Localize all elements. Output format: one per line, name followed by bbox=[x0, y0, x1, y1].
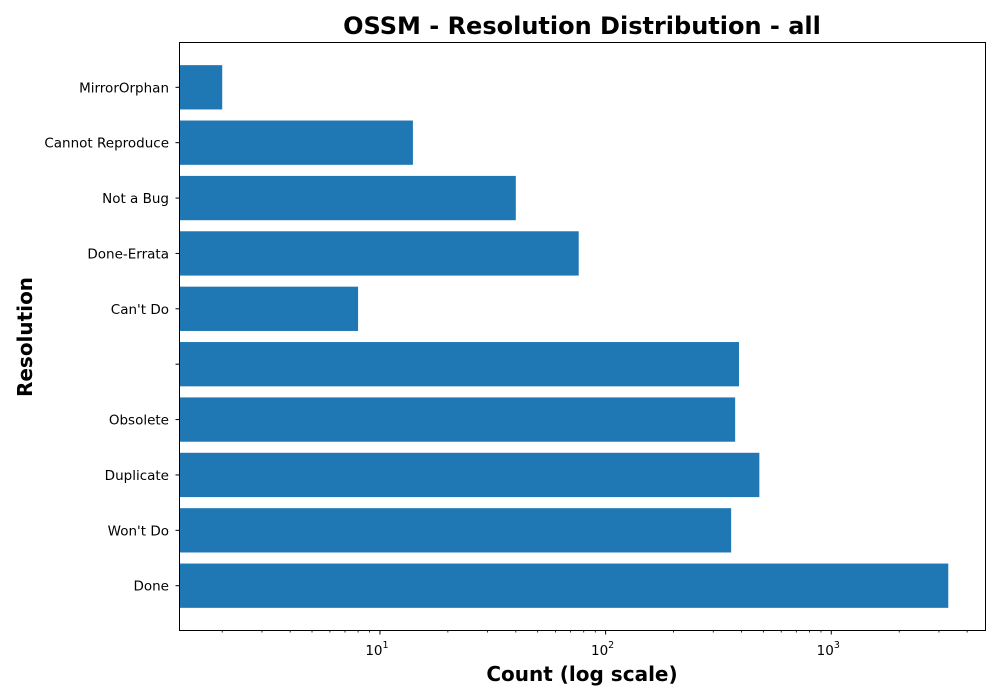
y-tick-label: Done-Errata bbox=[87, 246, 169, 262]
bar-mirrororphan bbox=[180, 65, 223, 110]
x-tick-exponent: 1 bbox=[383, 640, 389, 651]
y-tick-label: Obsolete bbox=[109, 413, 169, 429]
bar-won-t-do bbox=[180, 508, 732, 553]
plot-frame bbox=[179, 42, 986, 631]
bar-blank bbox=[180, 342, 739, 387]
y-tick-label: Done bbox=[133, 579, 169, 595]
y-tick-label: MirrorOrphan bbox=[79, 80, 169, 96]
y-tick-label: Won't Do bbox=[108, 523, 169, 539]
bar-obsolete bbox=[180, 397, 736, 442]
x-tick-base: 10 bbox=[365, 643, 382, 659]
bar-duplicate bbox=[180, 452, 760, 498]
bar-cannot-reproduce bbox=[180, 120, 413, 165]
x-axis-ticks: 101 102 103 bbox=[221, 630, 968, 659]
y-axis-ticks: Done Won't Do Duplicate Obsolete Can't Do Don… bbox=[44, 80, 180, 595]
x-tick-label: 102 bbox=[591, 640, 614, 659]
x-tick-base: 10 bbox=[817, 643, 834, 659]
bar-not-a-bug bbox=[180, 175, 516, 221]
y-tick-label: Duplicate bbox=[105, 468, 169, 484]
bar-done-errata bbox=[180, 231, 579, 276]
x-tick-base: 10 bbox=[591, 643, 608, 659]
x-tick-label: 103 bbox=[817, 640, 840, 659]
x-tick-label: 101 bbox=[365, 640, 388, 659]
x-axis-label: Count (log scale) bbox=[486, 662, 677, 686]
x-tick-exponent: 2 bbox=[608, 640, 614, 651]
chart-title: OSSM - Resolution Distribution - all bbox=[343, 12, 821, 40]
y-tick-label: Cannot Reproduce bbox=[44, 136, 169, 152]
y-tick-label: Not a Bug bbox=[102, 191, 169, 207]
y-tick-label: Can't Do bbox=[111, 302, 169, 318]
bars-layer bbox=[180, 65, 949, 608]
x-tick-exponent: 3 bbox=[834, 640, 840, 651]
bar-can-t-do bbox=[180, 286, 359, 331]
bar-done bbox=[180, 563, 949, 608]
y-axis-label: Resolution bbox=[13, 277, 37, 397]
